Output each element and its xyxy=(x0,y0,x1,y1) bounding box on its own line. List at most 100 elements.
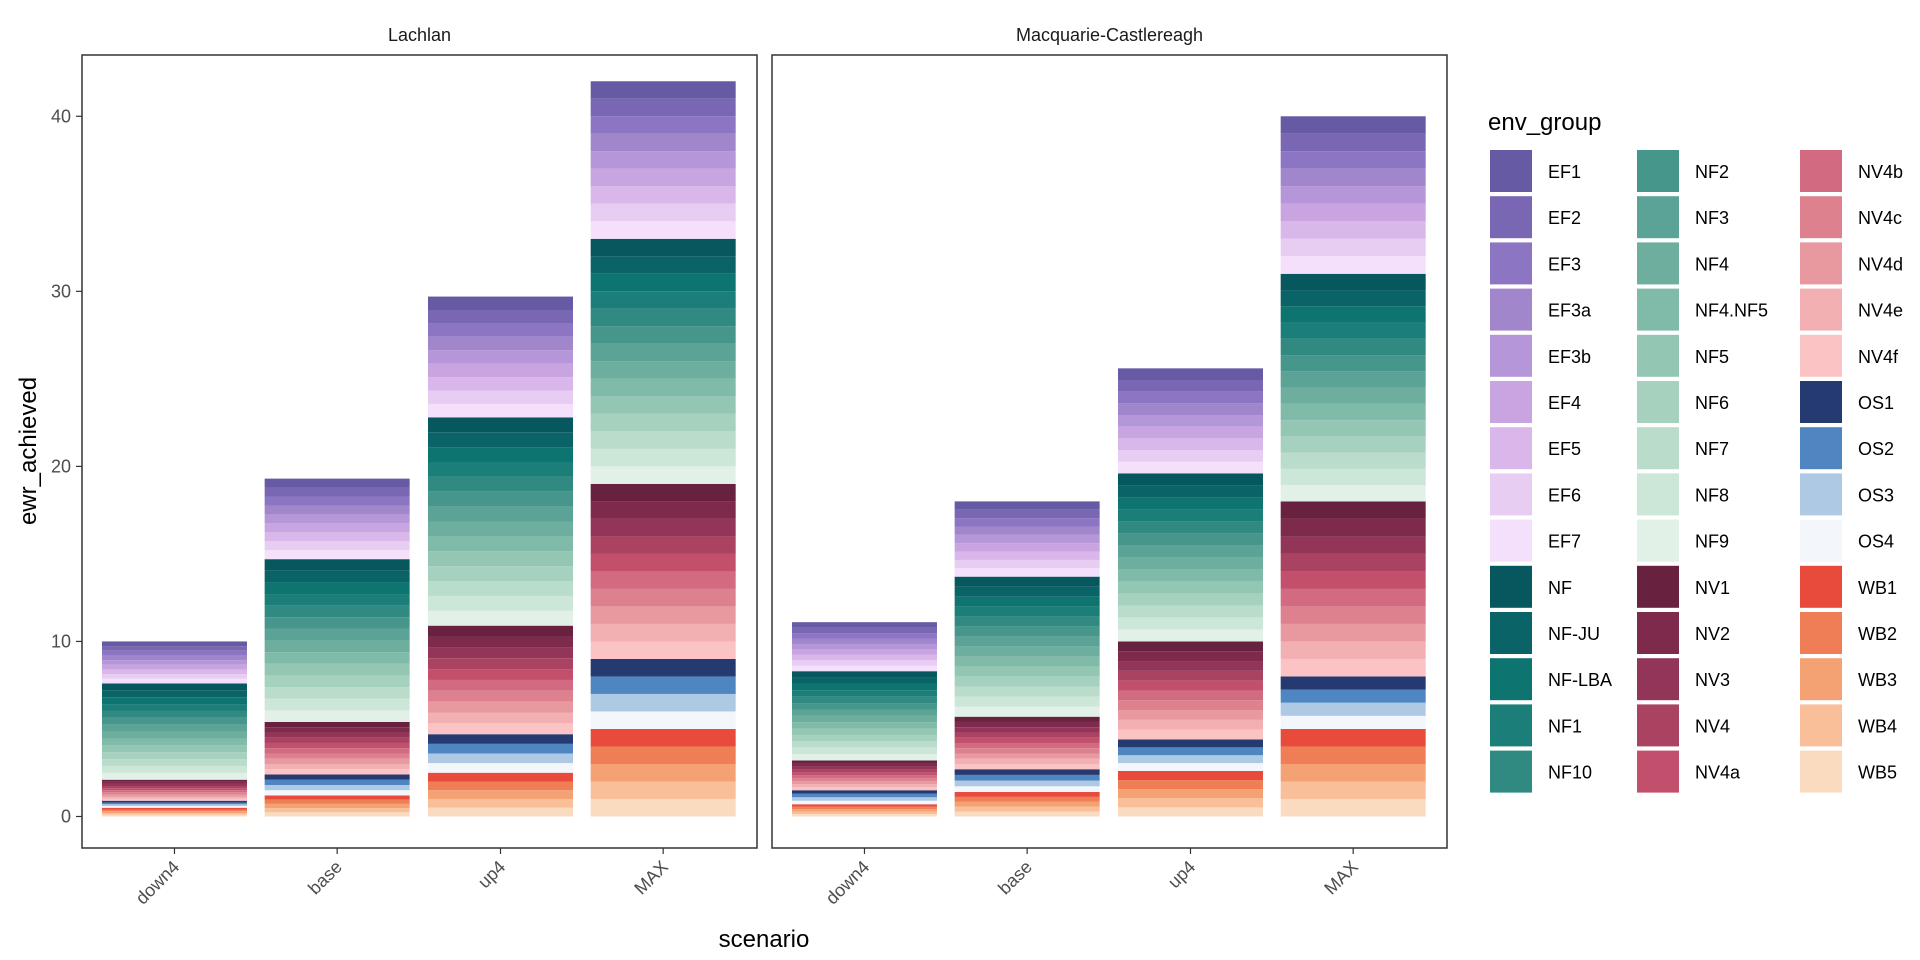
bar-segment-nf3 xyxy=(101,724,247,732)
legend-item-nf8: NF8 xyxy=(1637,473,1729,516)
legend-label: EF5 xyxy=(1548,439,1581,459)
bar-segment-os1 xyxy=(428,734,573,744)
bar-segment-nv4b xyxy=(101,790,247,793)
bar-segment-nf6 xyxy=(264,675,410,688)
bar-segment-wb4 xyxy=(428,798,573,808)
bar-segment-ef2 xyxy=(428,309,573,324)
bar-segment-nf5 xyxy=(791,728,937,735)
panel-border xyxy=(771,54,1448,849)
bar-segment-nv4b xyxy=(428,679,573,691)
bar-segment-nf9 xyxy=(791,754,937,761)
x-tick-label: MAX xyxy=(630,857,672,899)
bar-segment-os1 xyxy=(590,658,736,677)
bar-segment-ef5 xyxy=(791,654,937,661)
legend-item-ef3: EF3 xyxy=(1490,242,1581,285)
panel-border xyxy=(81,54,758,849)
bar-segment-nf5 xyxy=(1280,420,1426,437)
bar-segment-nf3 xyxy=(954,636,1100,647)
bar-segment-nf4.nf5 xyxy=(590,378,736,397)
bar-segment-wb1 xyxy=(264,795,410,800)
bar-segment-nf10 xyxy=(954,616,1100,627)
legend-item-nf4.nf5: NF4.NF5 xyxy=(1637,288,1768,331)
bar-segment-ef3b xyxy=(590,151,736,169)
bar-segment-wb1 xyxy=(428,772,573,782)
bar-segment-nf9 xyxy=(1118,629,1263,642)
legend-label: WB2 xyxy=(1858,624,1897,644)
bar-segment-nf4 xyxy=(1118,557,1263,570)
legend-swatch xyxy=(1490,196,1532,239)
bar-segment-ef3a xyxy=(590,133,736,152)
bar-segment-ef2 xyxy=(1280,133,1426,152)
bar-segment-ef1 xyxy=(1280,116,1426,134)
bar-segment-nf-ju xyxy=(590,256,736,274)
bar-segment-os1 xyxy=(1280,676,1426,690)
legend-item-os4: OS4 xyxy=(1800,519,1894,562)
y-tick-label: 20 xyxy=(51,456,71,476)
legend-title: env_group xyxy=(1488,109,1601,136)
bar-segment-nf xyxy=(954,576,1100,587)
legend-item-nv4f: NV4f xyxy=(1800,334,1899,377)
legend-label: OS3 xyxy=(1858,485,1894,505)
bar-segment-nf1 xyxy=(1280,322,1426,339)
bar-segment-wb2 xyxy=(1280,746,1426,764)
bar-segment-nv4b xyxy=(1118,690,1263,701)
bar-segment-nv4f xyxy=(428,723,573,735)
legend-swatch xyxy=(1637,658,1679,701)
bar-segment-nf-lba xyxy=(954,596,1100,607)
bar-segment-nf4.nf5 xyxy=(791,722,937,729)
bar-segment-ef3b xyxy=(1280,186,1426,204)
legend-item-nf1: NF1 xyxy=(1490,704,1582,747)
legend-swatch xyxy=(1637,334,1679,377)
bar-segment-os3 xyxy=(1280,702,1426,716)
bar-segment-nf6 xyxy=(590,413,736,432)
legend-swatch xyxy=(1800,658,1842,701)
bar-segment-ef6 xyxy=(791,660,937,666)
legend-swatch xyxy=(1637,473,1679,516)
bar-segment-os2 xyxy=(101,802,247,805)
bar-segment-nf7 xyxy=(954,686,1100,697)
legend-swatch xyxy=(1800,427,1842,470)
legend-swatch xyxy=(1637,288,1679,331)
bar-segment-nv4d xyxy=(101,794,247,797)
bar-segment-os2 xyxy=(428,743,573,754)
bar-segment-nf xyxy=(101,683,247,691)
bar-segment-os3 xyxy=(590,693,736,712)
bar-segment-nv1 xyxy=(101,779,247,782)
bar-segment-os3 xyxy=(791,797,937,801)
bar-segment-nf-ju xyxy=(791,677,937,684)
legend-item-nv2: NV2 xyxy=(1637,612,1730,654)
bar-segment-nv3 xyxy=(428,647,573,659)
bar-segment-ef3b xyxy=(791,643,937,650)
bar-segment-nv4c xyxy=(428,690,573,702)
bar-segment-nf1 xyxy=(428,462,573,477)
bar-segment-nf5 xyxy=(1118,581,1263,594)
legend-label: NF9 xyxy=(1695,532,1729,552)
legend-item-ef5: EF5 xyxy=(1490,427,1581,470)
bar-segment-nv4 xyxy=(590,536,736,554)
legend-label: EF4 xyxy=(1548,393,1581,413)
legend-item-nv4c: NV4c xyxy=(1800,196,1902,239)
bar-segment-nv4e xyxy=(590,623,736,642)
legend-label: NF7 xyxy=(1695,439,1729,459)
bar-segment-ef6 xyxy=(590,203,736,222)
bar-segment-nf-lba xyxy=(101,697,247,705)
bar-segment-nv4f xyxy=(954,763,1100,770)
legend-label: EF3a xyxy=(1548,301,1592,321)
bar-segment-wb3 xyxy=(1280,763,1426,782)
bar-segment-nf-lba xyxy=(590,273,736,292)
legend-item-nf9: NF9 xyxy=(1637,519,1729,562)
bar-segment-nv4 xyxy=(791,769,937,773)
y-tick-label: 0 xyxy=(61,806,71,826)
bar-segment-nf4 xyxy=(1280,387,1426,404)
bar-segment-nf8 xyxy=(264,698,410,711)
bar-segment-wb4 xyxy=(101,812,247,815)
bar-segment-nf1 xyxy=(954,606,1100,617)
bar-segment-os4 xyxy=(101,805,247,808)
legend-item-nv4d: NV4d xyxy=(1800,242,1903,285)
bar-segment-os3 xyxy=(101,804,247,806)
bar-segment-ef2 xyxy=(264,487,410,497)
bar-segment-nf6 xyxy=(954,676,1100,687)
x-tick-label: base xyxy=(304,857,346,899)
bar-segment-nf5 xyxy=(954,666,1100,677)
bar-segment-ef1 xyxy=(954,501,1100,510)
